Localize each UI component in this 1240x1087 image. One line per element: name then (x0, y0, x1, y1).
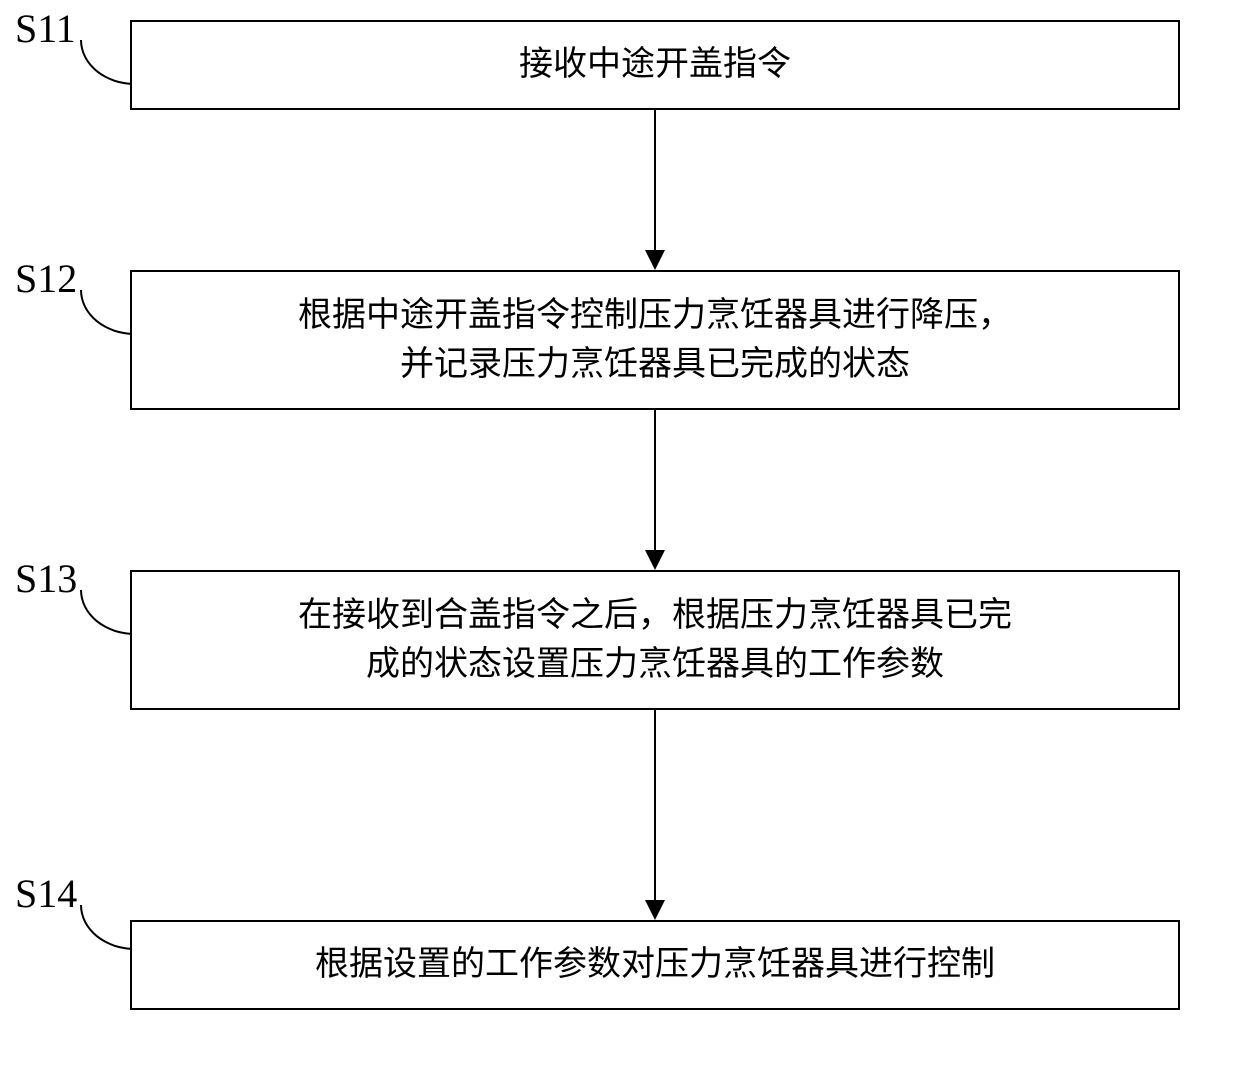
arrow-line-1 (654, 110, 656, 250)
label-connector-s13 (80, 590, 135, 635)
step-box-s12: 根据中途开盖指令控制压力烹饪器具进行降压， 并记录压力烹饪器具已完成的状态 (130, 270, 1180, 410)
step-text-s13: 在接收到合盖指令之后，根据压力烹饪器具已完 成的状态设置压力烹饪器具的工作参数 (298, 591, 1012, 690)
step-text-s14: 根据设置的工作参数对压力烹饪器具进行控制 (315, 940, 995, 989)
step-box-s11: 接收中途开盖指令 (130, 20, 1180, 110)
step-text-s12: 根据中途开盖指令控制压力烹饪器具进行降压， 并记录压力烹饪器具已完成的状态 (298, 291, 1012, 390)
arrow-line-2 (654, 410, 656, 550)
step-label-s14: S14 (15, 870, 77, 917)
arrow-line-3 (654, 710, 656, 900)
step-label-s11: S11 (15, 5, 76, 52)
step-label-s12: S12 (15, 255, 77, 302)
flowchart-canvas: S11 接收中途开盖指令 S12 根据中途开盖指令控制压力烹饪器具进行降压， 并… (0, 0, 1240, 1087)
step-box-s14: 根据设置的工作参数对压力烹饪器具进行控制 (130, 920, 1180, 1010)
arrow-head-icon (645, 900, 665, 920)
step-label-s13: S13 (15, 555, 77, 602)
step-box-s13: 在接收到合盖指令之后，根据压力烹饪器具已完 成的状态设置压力烹饪器具的工作参数 (130, 570, 1180, 710)
step-text-s11: 接收中途开盖指令 (519, 40, 791, 89)
arrow-head-icon (645, 550, 665, 570)
arrow-head-icon (645, 250, 665, 270)
label-connector-s11 (80, 40, 135, 85)
label-connector-s12 (80, 290, 135, 335)
label-connector-s14 (80, 905, 135, 950)
